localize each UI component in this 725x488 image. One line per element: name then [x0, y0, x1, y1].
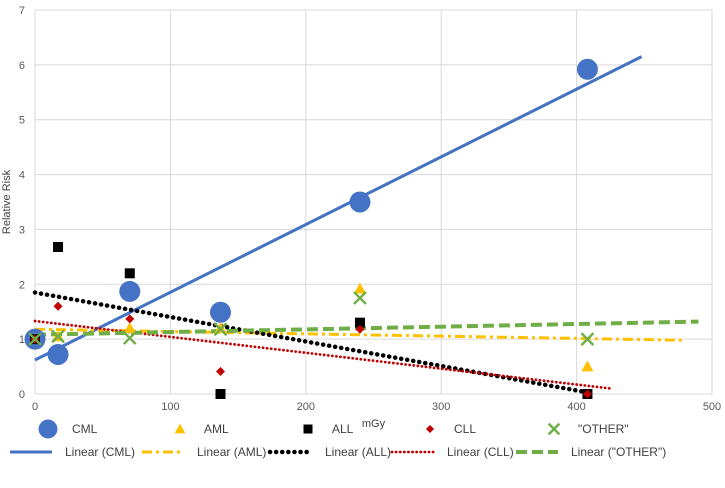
data-point: [547, 422, 561, 436]
y-axis-title: Relative Risk: [1, 169, 13, 234]
data-point: [349, 191, 371, 213]
y-tick-label: 3: [19, 224, 25, 236]
y-tick-label: 1: [19, 334, 25, 346]
data-point: [353, 291, 367, 305]
data-point: [122, 331, 137, 345]
x-tick-label: 400: [567, 401, 585, 413]
data-point: [215, 367, 225, 377]
data-point: [582, 389, 592, 399]
data-point: [53, 301, 63, 311]
legend-label: "OTHER": [578, 422, 629, 436]
y-tick-label: 4: [19, 170, 25, 182]
data-point: [38, 419, 58, 439]
legend: CML AML ALL CLL "OTHER" Linear (CML) Linear (A…: [10, 419, 666, 459]
legend-label: Linear (CLL): [447, 445, 514, 459]
data-point: [576, 58, 598, 80]
data-point: [28, 332, 42, 346]
data-point: [425, 424, 435, 434]
data-point: [47, 344, 69, 366]
data-point: [214, 322, 227, 334]
x-tick-label: 0: [32, 401, 38, 413]
trendlines: [32, 55, 699, 396]
legend-label: CML: [72, 422, 98, 436]
data-point: [51, 329, 65, 344]
data-point: [174, 423, 186, 434]
data-point: [581, 360, 594, 372]
data-point: [125, 314, 135, 324]
data-points: [24, 58, 598, 399]
data-point: [353, 282, 367, 294]
x-axis-title: mGy: [362, 418, 386, 430]
trendline: [34, 319, 699, 337]
data-point: [354, 317, 365, 328]
y-tick-label: 6: [19, 60, 25, 72]
trendline: [34, 327, 685, 342]
gridlines: [34, 9, 713, 395]
data-point: [123, 322, 136, 334]
data-point: [124, 268, 135, 279]
y-tick-label: 7: [19, 5, 25, 17]
trendline: [34, 55, 643, 362]
data-point: [119, 280, 141, 302]
data-point: [355, 324, 365, 334]
x-tick-label: 300: [432, 401, 450, 413]
trendline: [33, 319, 612, 390]
data-point: [209, 301, 231, 323]
legend-label: Linear (AML): [197, 445, 266, 459]
legend-label: Linear (ALL): [325, 445, 391, 459]
y-tick-label: 0: [19, 389, 25, 401]
x-tick-label: 100: [161, 401, 179, 413]
trendline: [32, 290, 593, 396]
x-tick-label: 200: [297, 401, 315, 413]
legend-label: Linear (CML): [65, 445, 135, 459]
y-tick-label: 5: [19, 115, 25, 127]
data-point: [215, 389, 226, 399]
tick-labels: 0 100 200 300 400 500 0 1 2 3 4 5 6 7: [19, 5, 721, 413]
data-point: [213, 322, 228, 337]
y-tick-label: 2: [19, 279, 25, 291]
legend-label: ALL: [332, 422, 354, 436]
legend-label: CLL: [454, 422, 476, 436]
data-point: [303, 424, 313, 434]
x-tick-label: 500: [703, 401, 721, 413]
legend-label: AML: [204, 422, 229, 436]
legend-label: Linear ("OTHER"): [571, 445, 666, 459]
data-point: [53, 241, 64, 252]
data-point: [580, 332, 595, 346]
